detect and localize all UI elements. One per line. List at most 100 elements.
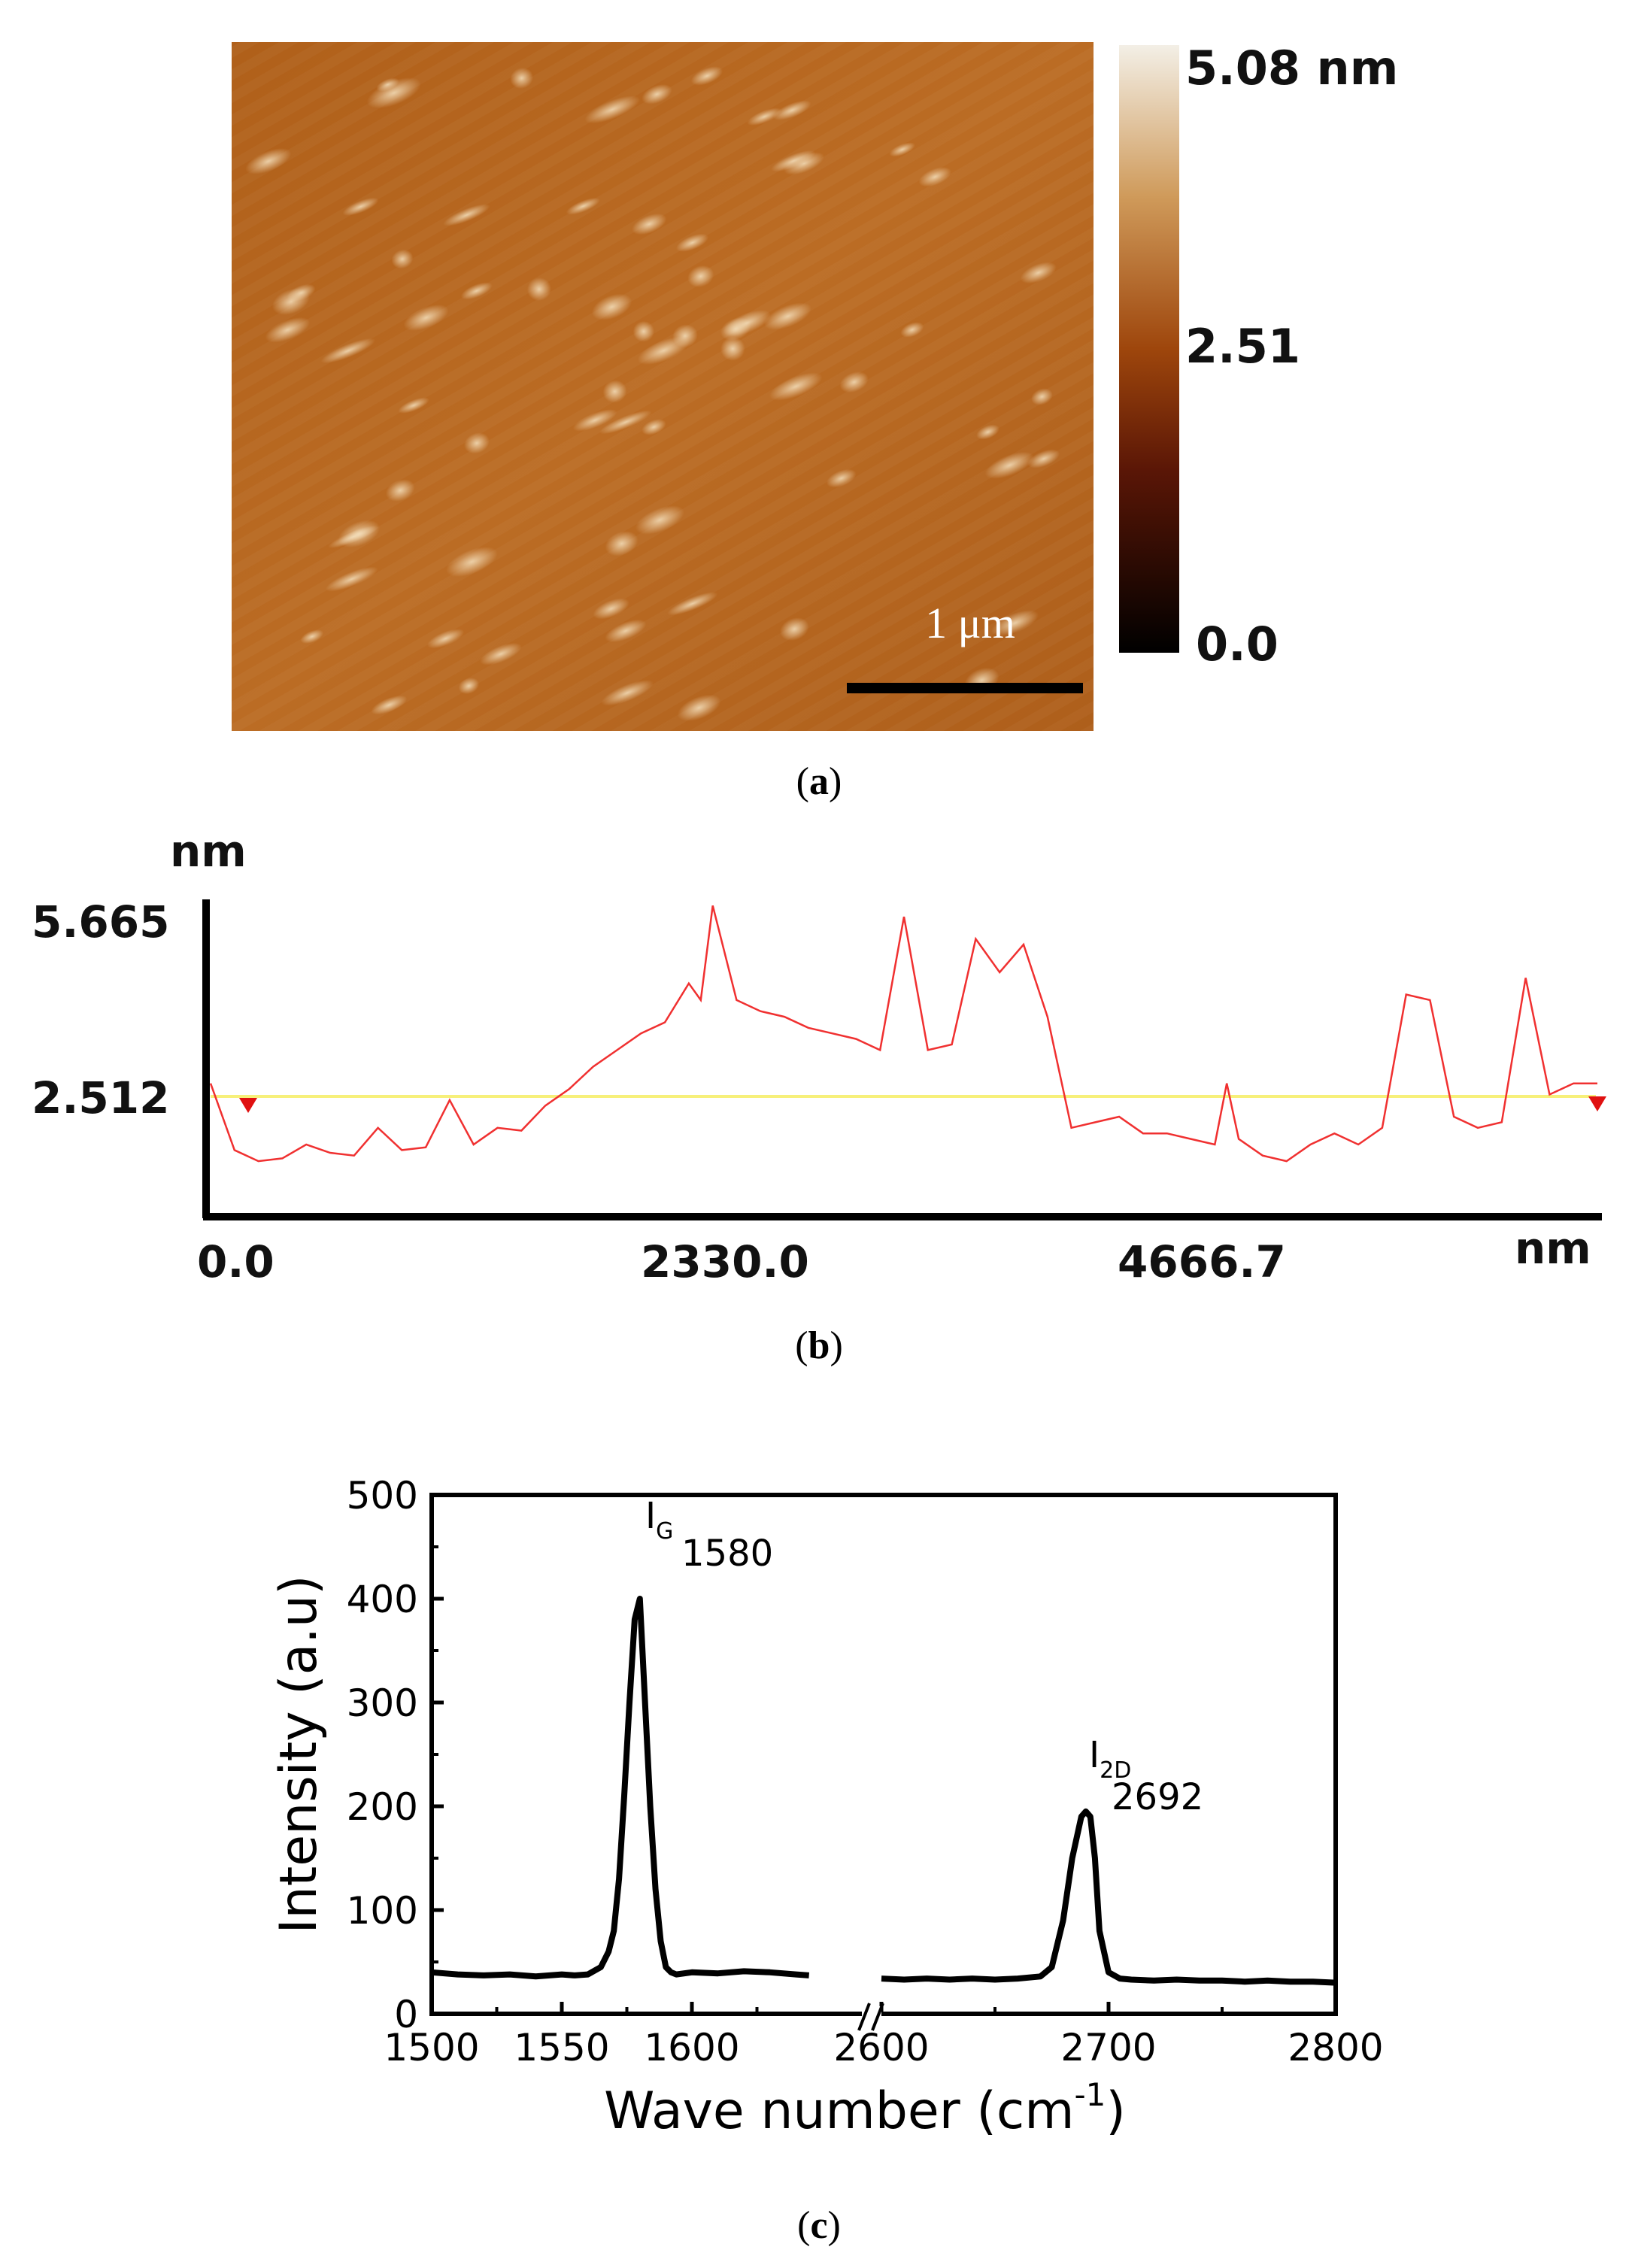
profile-y-tick-mid: 2.512 [32,1072,169,1123]
surface-feature [338,520,381,548]
surface-feature [784,152,824,175]
surface-feature [300,629,324,644]
surface-feature [772,100,811,120]
surface-feature [320,338,376,364]
surface-feature [605,619,647,643]
surface-feature [984,451,1034,479]
y-tick-label: 0 [394,1993,418,2036]
height-profile-chart: nm 5.665 2.512 0.0 2330.0 4666.7 nm [32,826,1606,1287]
surface-feature [325,566,378,592]
plot-frame [429,1493,1338,2016]
surface-feature [780,617,809,641]
x-tick-label: 2700 [1060,2026,1156,2069]
surface-feature [720,336,745,361]
raman-series-line-left [431,1596,809,1980]
surface-feature [687,265,714,288]
axis-break-marker [857,2003,884,2031]
x-tick-label: 1500 [384,2026,479,2069]
peak-g-label: IG [645,1495,673,1545]
surface-feature [723,310,771,336]
surface-feature [889,142,915,157]
y-tick-label: 100 [347,1889,418,1933]
surface-feature [602,380,627,403]
surface-feature [464,432,490,454]
afm-panel: 1 μm 5.08 nm 2.51 0.0 [0,0,1638,752]
surface-feature [443,204,490,226]
peak-2d-label: I2D [1089,1734,1131,1784]
surface-feature [391,249,414,269]
colorbar-max-label: 5.08 nm [1185,41,1398,96]
profile-marker-right [1588,1096,1606,1111]
profile-y-tick-top: 5.665 [32,896,169,948]
surface-feature [591,293,632,320]
surface-feature [458,678,480,694]
surface-feature [601,680,654,706]
raman-axes: 0 100 200 300 400 500 1500 1550 1600 2600 2700 2800 [347,1474,1384,2069]
surface-feature [593,598,629,620]
surface-feature [265,317,311,343]
surface-feature [769,372,823,401]
profile-series-line [209,905,1597,1163]
colorbar-min-label: 0.0 [1196,617,1279,672]
x-tick-label: 1600 [644,2026,739,2069]
surface-feature [245,148,292,174]
raman-x-label: Wave number (cm-1) [604,2076,1126,2141]
surface-feature [371,695,408,715]
surface-feature [747,108,782,126]
surface-feature [526,277,551,301]
afm-surface-features [245,66,1060,721]
surface-feature [366,77,421,109]
caption-a: (a) [796,760,842,803]
surface-feature [460,282,493,300]
surface-feature [900,322,924,338]
surface-feature [1027,449,1060,468]
surface-feature [675,233,709,252]
y-tick-label: 300 [347,1681,418,1725]
afm-figure: 1 μm 5.08 nm 2.51 0.0 [232,41,1398,731]
surface-feature [991,610,1039,636]
surface-feature [342,197,379,216]
peak-2d-value: 2692 [1112,1776,1203,1818]
surface-feature [584,96,640,124]
raman-y-label: Intensity (a.u) [269,1575,329,1933]
surface-feature [642,419,666,435]
profile-y-unit: nm [170,827,247,877]
surface-feature [918,167,951,187]
surface-feature [446,547,498,577]
profile-x-tick-2: 4666.7 [1118,1236,1286,1287]
surface-feature [271,288,310,315]
x-tick-label: 2800 [1288,2026,1383,2069]
surface-feature [605,531,639,556]
raman-chart: 0 100 200 300 400 500 1500 1550 1600 2600 2700 2800… [269,1474,1384,2141]
profile-marker-left [239,1098,257,1113]
surface-feature [764,302,812,330]
x-tick-label: 2600 [833,2026,929,2069]
surface-feature [480,642,522,666]
surface-feature [642,84,672,105]
y-tick-label: 500 [347,1474,418,1518]
surface-feature [632,213,667,235]
height-profile-panel: nm 5.665 2.512 0.0 2330.0 4666.7 nm [0,826,1638,1324]
profile-x-tick-1: 2330.0 [641,1236,809,1287]
surface-feature [398,397,429,414]
surface-feature [635,505,684,535]
surface-feature [826,468,857,488]
colorbar-mid-label: 2.51 [1185,319,1300,374]
y-tick-label: 400 [347,1578,418,1621]
afm-height-map [232,42,1094,731]
surface-feature [690,66,723,86]
raman-series-line-right [881,1808,1336,1986]
surface-feature [426,629,465,649]
surface-feature [386,479,415,502]
surface-feature [376,77,399,92]
scale-bar: 1 μm [847,599,1083,693]
surface-feature [1031,388,1053,405]
scale-bar-label: 1 μm [925,599,1015,647]
surface-feature [1020,262,1057,284]
colorbar: 5.08 nm 2.51 0.0 [1119,41,1398,672]
surface-feature [839,371,869,393]
raman-panel: 0 100 200 300 400 500 1500 1550 1600 2600 2700 2800… [0,1399,1638,2196]
surface-feature [637,336,690,365]
profile-x-unit: nm [1515,1223,1591,1274]
caption-b: (b) [795,1324,843,1367]
